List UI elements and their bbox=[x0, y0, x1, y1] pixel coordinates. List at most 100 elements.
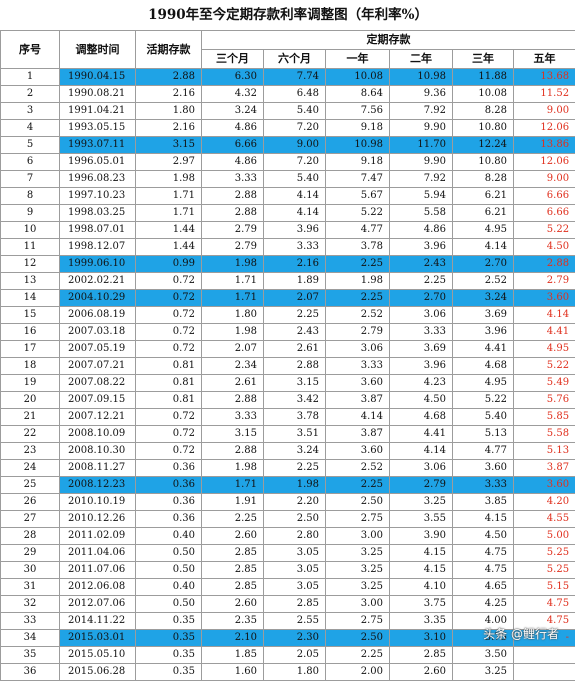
row-term-rate: 3.96 bbox=[453, 324, 514, 341]
row-term-rate: 5.49 bbox=[514, 375, 575, 392]
row-term-rate: 2.79 bbox=[390, 477, 453, 494]
row-term-rate: 2.61 bbox=[202, 375, 264, 392]
row-term-rate: 2.25 bbox=[264, 307, 326, 324]
row-term-rate: 3.96 bbox=[264, 222, 326, 239]
row-date: 2004.10.29 bbox=[60, 290, 136, 307]
header-term: 一年 bbox=[326, 50, 390, 69]
row-term-rate: 5.85 bbox=[514, 409, 575, 426]
row-term-rate: 1.91 bbox=[202, 494, 264, 511]
row-number: 32 bbox=[1, 596, 60, 613]
row-term-rate: 2.79 bbox=[326, 324, 390, 341]
row-term-rate: 6.48 bbox=[264, 86, 326, 103]
row-term-rate: 4.95 bbox=[453, 222, 514, 239]
row-term-rate: 3.33 bbox=[326, 358, 390, 375]
row-date: 2007.05.19 bbox=[60, 341, 136, 358]
row-term-rate: 3.06 bbox=[390, 460, 453, 477]
row-term-rate: 2.52 bbox=[453, 273, 514, 290]
row-term-rate: 2.05 bbox=[264, 647, 326, 664]
row-term-rate: 2.50 bbox=[326, 494, 390, 511]
row-date: 2012.06.08 bbox=[60, 579, 136, 596]
row-term-rate: 3.35 bbox=[390, 613, 453, 630]
row-date: 2007.03.18 bbox=[60, 324, 136, 341]
row-demand-rate: 0.72 bbox=[136, 290, 202, 307]
row-term-rate: 5.58 bbox=[514, 426, 575, 443]
row-term-rate: 3.05 bbox=[264, 579, 326, 596]
row-term-rate: 2.75 bbox=[326, 511, 390, 528]
row-term-rate: 2.79 bbox=[514, 273, 575, 290]
row-term-rate: 2.25 bbox=[390, 273, 453, 290]
row-term-rate: 4.77 bbox=[326, 222, 390, 239]
row-date: 2011.04.06 bbox=[60, 545, 136, 562]
row-demand-rate: 0.81 bbox=[136, 375, 202, 392]
row-term-rate: 2.20 bbox=[264, 494, 326, 511]
row-term-rate: 3.00 bbox=[326, 528, 390, 545]
row-date: 1996.05.01 bbox=[60, 154, 136, 171]
watermark: 头条 @鲤行者 bbox=[483, 625, 559, 642]
row-term-rate: 2.85 bbox=[202, 579, 264, 596]
row-term-rate: 2.79 bbox=[202, 222, 264, 239]
row-date: 1998.03.25 bbox=[60, 205, 136, 222]
row-number: 9 bbox=[1, 205, 60, 222]
row-demand-rate: 1.98 bbox=[136, 171, 202, 188]
row-term-rate: 10.80 bbox=[453, 154, 514, 171]
row-term-rate: 7.56 bbox=[326, 103, 390, 120]
row-term-rate: 7.92 bbox=[390, 103, 453, 120]
row-term-rate: 2.35 bbox=[202, 613, 264, 630]
row-term-rate: 1.71 bbox=[202, 273, 264, 290]
row-term-rate: 6.66 bbox=[514, 188, 575, 205]
row-term-rate: 11.88 bbox=[453, 69, 514, 86]
row-number: 8 bbox=[1, 188, 60, 205]
row-demand-rate: 1.44 bbox=[136, 239, 202, 256]
row-date: 2008.10.30 bbox=[60, 443, 136, 460]
row-term-rate: 12.06 bbox=[514, 154, 575, 171]
row-date: 1998.12.07 bbox=[60, 239, 136, 256]
row-term-rate: 2.00 bbox=[326, 664, 390, 681]
row-term-rate: 4.86 bbox=[202, 154, 264, 171]
row-term-rate: 5.76 bbox=[514, 392, 575, 409]
row-term-rate: 3.78 bbox=[326, 239, 390, 256]
row-term-rate: 7.20 bbox=[264, 154, 326, 171]
row-term-rate: 9.90 bbox=[390, 120, 453, 137]
row-demand-rate: 1.80 bbox=[136, 103, 202, 120]
row-date: 2008.12.23 bbox=[60, 477, 136, 494]
row-number: 29 bbox=[1, 545, 60, 562]
row-term-rate: 1.71 bbox=[202, 290, 264, 307]
row-date: 1998.07.01 bbox=[60, 222, 136, 239]
row-demand-rate: 0.50 bbox=[136, 545, 202, 562]
row-term-rate: 2.07 bbox=[264, 290, 326, 307]
row-term-rate: 10.98 bbox=[326, 137, 390, 154]
row-term-rate: 1.98 bbox=[202, 324, 264, 341]
row-number: 19 bbox=[1, 375, 60, 392]
row-date: 2014.11.22 bbox=[60, 613, 136, 630]
row-term-rate: 10.08 bbox=[453, 86, 514, 103]
row-demand-rate: 0.35 bbox=[136, 647, 202, 664]
row-number: 33 bbox=[1, 613, 60, 630]
row-term-rate: 5.13 bbox=[453, 426, 514, 443]
row-term-rate: 3.33 bbox=[202, 409, 264, 426]
row-term-rate: 2.88 bbox=[202, 443, 264, 460]
row-date: 1996.08.23 bbox=[60, 171, 136, 188]
row-term-rate: 12.24 bbox=[453, 137, 514, 154]
row-term-rate: 3.90 bbox=[390, 528, 453, 545]
row-term-rate: 1.71 bbox=[202, 477, 264, 494]
row-term-rate: 2.85 bbox=[202, 562, 264, 579]
row-term-rate: 4.50 bbox=[390, 392, 453, 409]
row-term-rate: 1.80 bbox=[202, 307, 264, 324]
row-number: 21 bbox=[1, 409, 60, 426]
row-term-rate: 6.21 bbox=[453, 205, 514, 222]
row-term-rate: 7.47 bbox=[326, 171, 390, 188]
row-term-rate: 5.13 bbox=[514, 443, 575, 460]
row-number: 20 bbox=[1, 392, 60, 409]
row-term-rate: 3.60 bbox=[514, 477, 575, 494]
row-number: 1 bbox=[1, 69, 60, 86]
row-demand-rate: 0.40 bbox=[136, 528, 202, 545]
row-term-rate: 2.88 bbox=[202, 392, 264, 409]
row-date: 2006.08.19 bbox=[60, 307, 136, 324]
